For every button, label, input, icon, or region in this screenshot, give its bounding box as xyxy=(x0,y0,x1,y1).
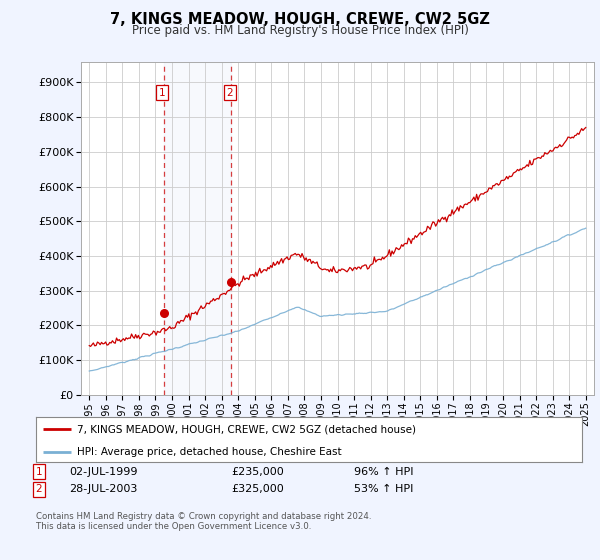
Text: 1: 1 xyxy=(159,88,166,98)
Text: £325,000: £325,000 xyxy=(231,484,284,494)
Text: HPI: Average price, detached house, Cheshire East: HPI: Average price, detached house, Ches… xyxy=(77,447,341,457)
Bar xyxy=(164,62,231,395)
Text: £235,000: £235,000 xyxy=(231,466,284,477)
Text: Price paid vs. HM Land Registry's House Price Index (HPI): Price paid vs. HM Land Registry's House … xyxy=(131,24,469,36)
Text: 2: 2 xyxy=(226,88,233,98)
Text: 28-JUL-2003: 28-JUL-2003 xyxy=(69,484,137,494)
Text: 2: 2 xyxy=(35,484,43,494)
Text: 53% ↑ HPI: 53% ↑ HPI xyxy=(354,484,413,494)
Text: 7, KINGS MEADOW, HOUGH, CREWE, CW2 5GZ (detached house): 7, KINGS MEADOW, HOUGH, CREWE, CW2 5GZ (… xyxy=(77,424,416,435)
Text: 1: 1 xyxy=(35,466,43,477)
Text: 96% ↑ HPI: 96% ↑ HPI xyxy=(354,466,413,477)
Text: 02-JUL-1999: 02-JUL-1999 xyxy=(69,466,137,477)
Text: 7, KINGS MEADOW, HOUGH, CREWE, CW2 5GZ: 7, KINGS MEADOW, HOUGH, CREWE, CW2 5GZ xyxy=(110,12,490,27)
Text: Contains HM Land Registry data © Crown copyright and database right 2024.
This d: Contains HM Land Registry data © Crown c… xyxy=(36,512,371,531)
